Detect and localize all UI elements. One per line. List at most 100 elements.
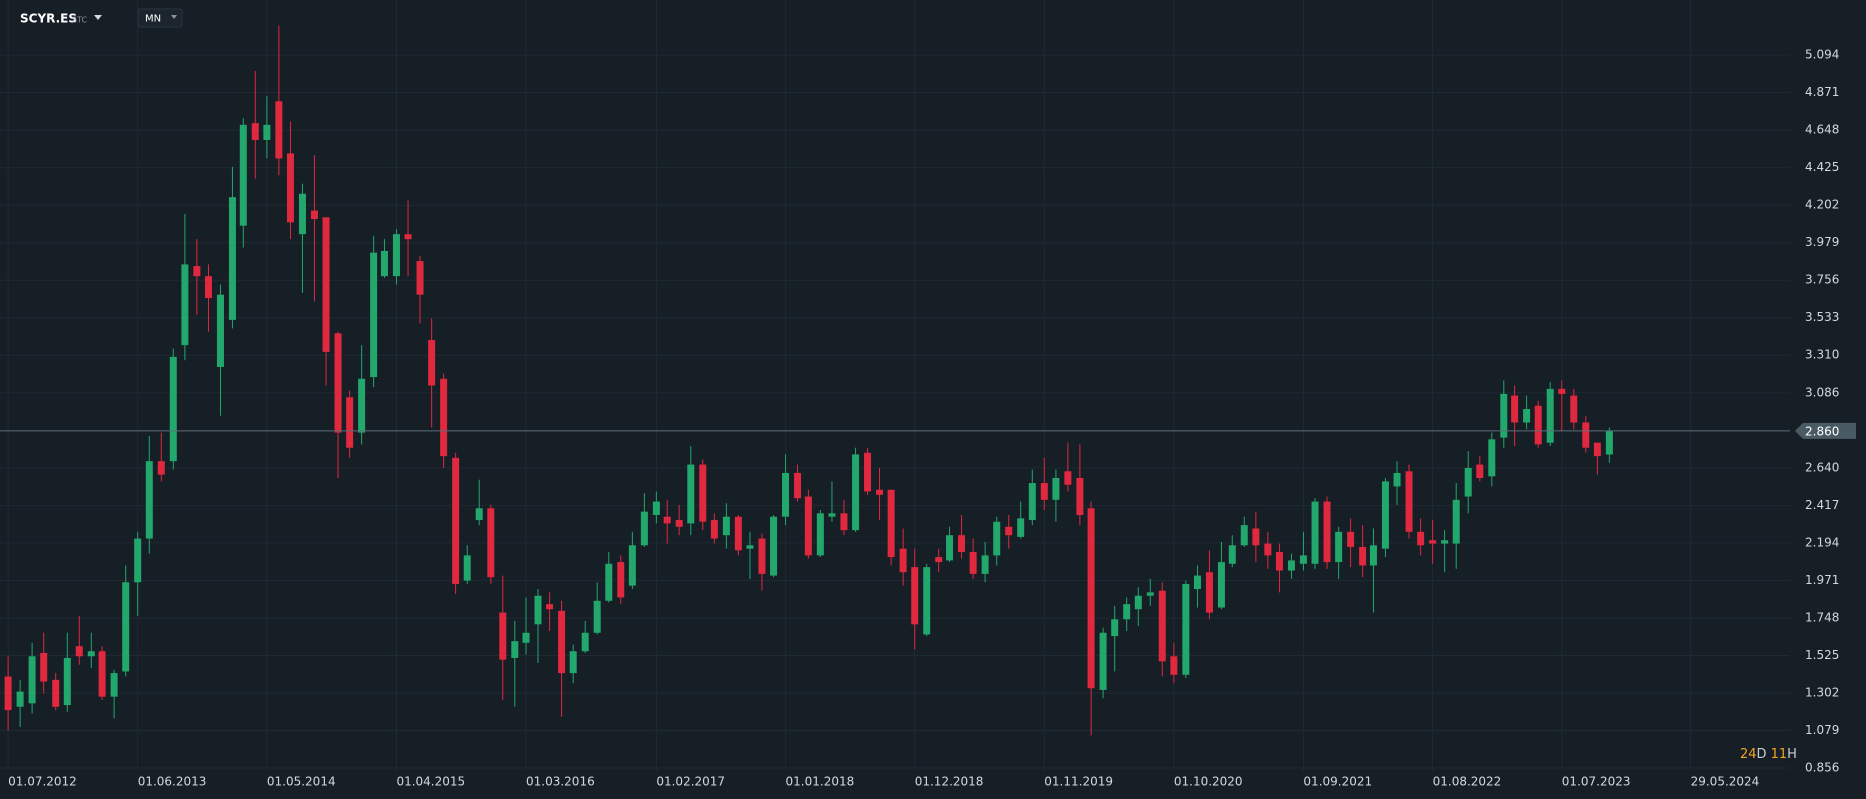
candle-body — [958, 535, 966, 553]
candle-body — [981, 555, 989, 574]
candle-body — [1028, 483, 1036, 521]
candle-body — [40, 652, 48, 682]
candle-body — [534, 595, 542, 625]
candle-body — [157, 461, 165, 475]
y-tick-label: 4.425 — [1805, 160, 1839, 174]
x-tick-label: 01.10.2020 — [1174, 775, 1243, 789]
candle-body — [546, 604, 554, 610]
candle-body — [1275, 552, 1283, 571]
dropdown-arrow[interactable] — [171, 15, 177, 19]
countdown-days: 24 — [1740, 747, 1757, 762]
candle-body — [380, 250, 388, 277]
candle-body — [1323, 501, 1331, 563]
candle-body — [1335, 531, 1343, 563]
candle-body — [275, 101, 283, 159]
candle-body — [1228, 545, 1236, 564]
candle-body — [452, 457, 460, 584]
candle-body — [1452, 499, 1460, 544]
candle-body — [134, 538, 142, 583]
x-tick-label: 01.05.2014 — [267, 775, 336, 789]
countdown-unit: H — [1787, 747, 1797, 762]
candle-body — [522, 632, 530, 643]
candle-body — [1405, 471, 1413, 532]
y-tick-label: 3.979 — [1805, 235, 1839, 249]
candle-body — [1546, 388, 1554, 443]
candle-body — [370, 252, 378, 378]
candle-body — [1369, 545, 1377, 566]
candle-body — [864, 452, 872, 492]
candle-body — [558, 610, 566, 674]
candle-body — [487, 508, 495, 578]
candle-body — [1299, 555, 1307, 564]
candle-body — [1099, 632, 1107, 690]
candle-body — [710, 520, 718, 539]
exchange: STC — [72, 16, 87, 25]
y-tick-label: 1.302 — [1805, 685, 1839, 699]
candle-body — [239, 124, 247, 226]
candle-body — [1193, 575, 1201, 590]
candle-body — [204, 276, 212, 299]
candle-body — [946, 535, 954, 561]
candle-body — [1040, 483, 1048, 500]
y-tick-label: 2.640 — [1805, 460, 1839, 474]
x-tick-label: 01.07.2023 — [1562, 775, 1631, 789]
candle-body — [1146, 592, 1154, 596]
candle-body — [1064, 471, 1072, 485]
candle-body — [404, 234, 412, 240]
y-tick-label: 0.856 — [1805, 760, 1839, 774]
candle-body — [1158, 590, 1166, 662]
candle-body — [169, 356, 177, 462]
candles — [4, 25, 1613, 736]
candle-body — [770, 516, 778, 576]
y-tick-label: 1.079 — [1805, 723, 1839, 737]
countdown-unit: D — [1757, 747, 1767, 762]
candle-body — [463, 555, 471, 581]
interval-button[interactable] — [137, 8, 183, 28]
candle-body — [98, 651, 106, 697]
candle-body — [605, 563, 613, 601]
candle-body — [1429, 540, 1437, 544]
candle-body — [1287, 560, 1295, 571]
candle-body — [887, 489, 895, 558]
candle-body — [758, 538, 766, 574]
y-tick-label: 3.756 — [1805, 273, 1839, 287]
x-tick-label: 01.11.2019 — [1044, 775, 1113, 789]
candle-body — [181, 264, 189, 346]
y-tick-label: 4.648 — [1805, 123, 1839, 137]
candle-body — [1076, 478, 1084, 516]
candle-body — [593, 600, 601, 633]
candle-body — [804, 496, 812, 556]
candle-body — [1582, 422, 1590, 448]
candle-body — [1087, 508, 1095, 689]
candle-body — [1570, 395, 1578, 423]
candle-body — [581, 632, 589, 652]
candle-body — [428, 340, 436, 386]
grid — [0, 0, 1790, 771]
candle-body — [1558, 388, 1566, 394]
candle-body — [1017, 518, 1025, 537]
candle-body — [228, 197, 236, 320]
y-tick-label: 3.086 — [1805, 385, 1839, 399]
candle-body — [63, 657, 71, 706]
candle-body — [935, 557, 943, 563]
y-tick-label: 5.094 — [1805, 48, 1839, 62]
candle-body — [286, 153, 294, 223]
x-tick-label: 01.04.2015 — [396, 775, 465, 789]
countdown: 24D 11H — [1740, 747, 1797, 762]
candle-body — [346, 397, 354, 448]
candle-body — [1311, 501, 1319, 564]
candle-body — [617, 562, 625, 598]
candle-body — [722, 516, 730, 536]
candle-body — [1182, 583, 1190, 675]
dropdown-arrow[interactable] — [94, 15, 102, 20]
candle-body — [1111, 619, 1119, 637]
price-tag-label: 2.860 — [1805, 424, 1839, 438]
candle-body — [1252, 528, 1260, 546]
y-tick-label: 3.533 — [1805, 310, 1839, 324]
symbol[interactable]: SCYR.ES — [20, 12, 77, 26]
candle-body — [16, 691, 24, 707]
candle-body — [416, 261, 424, 295]
candle-body — [511, 641, 519, 658]
candle-body — [1441, 540, 1449, 544]
